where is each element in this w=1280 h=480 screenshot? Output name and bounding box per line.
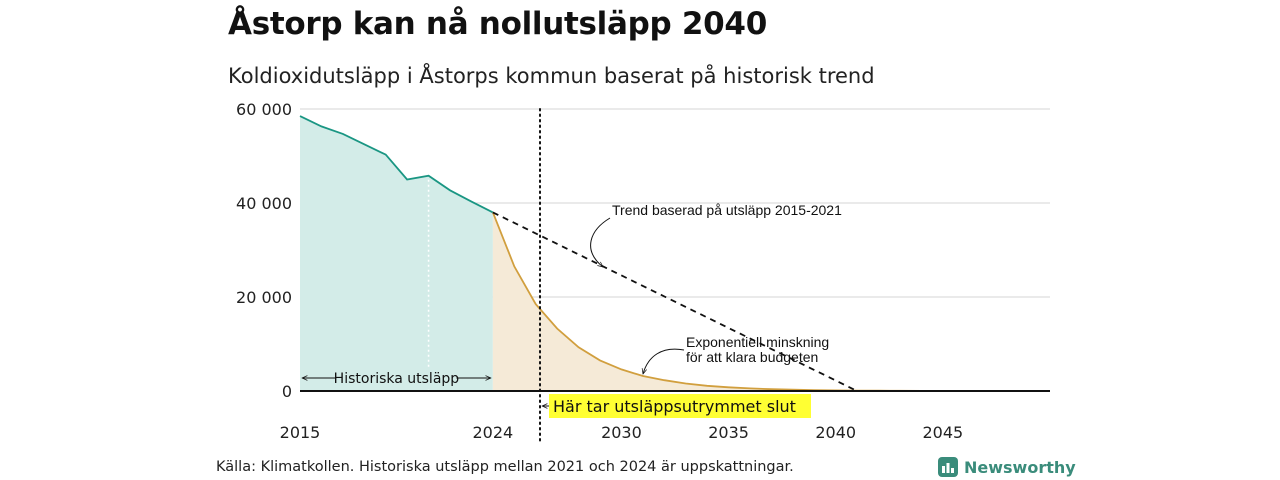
historical-label: Historiska utsläpp	[334, 371, 460, 387]
x-tick-label: 2030	[601, 423, 642, 442]
x-tick-label: 2045	[922, 423, 963, 442]
x-tick-label: 2024	[472, 423, 513, 442]
exponential-label-line1: Exponentiell minskning	[686, 334, 829, 350]
chart-title: Åstorp kan nå nollutsläpp 2040	[228, 6, 767, 42]
source-note: Källa: Klimatkollen. Historiska utsläpp …	[216, 459, 794, 475]
brand-name: Newsworthy	[964, 457, 1076, 477]
annotations: Historiska utsläpp Här tar utsläppsutrym…	[302, 202, 842, 418]
y-tick-label: 20 000	[236, 288, 292, 307]
y-tick-label: 60 000	[236, 100, 292, 119]
budget-end-label: Här tar utsläppsutrymmet slut	[553, 397, 796, 416]
newsworthy-icon	[938, 457, 958, 477]
budget-area	[492, 212, 1050, 391]
trend-label: Trend baserad på utsläpp 2015-2021	[612, 202, 842, 218]
area-fills	[300, 116, 1050, 391]
x-tick-label: 2040	[815, 423, 856, 442]
axes: 0 20 000 40 000 60 000 2015 2024 2030 2035 2040 2…	[236, 100, 1050, 444]
y-tick-label: 0	[282, 382, 292, 401]
x-tick-label: 2035	[708, 423, 749, 442]
exponential-pointer-arrow	[643, 348, 685, 374]
brand-logo: Newsworthy	[938, 457, 1076, 477]
historical-line	[299, 115, 494, 214]
y-tick-label: 40 000	[236, 194, 292, 213]
trend-pointer-arrow	[590, 217, 611, 267]
exponential-label-line2: för att klara budgeten	[686, 349, 818, 365]
chart-subtitle: Koldioxidutsläpp i Åstorps kommun basera…	[228, 64, 875, 88]
historical-label-background	[336, 368, 457, 388]
budget-end-highlight	[549, 394, 811, 418]
x-tick-label: 2015	[280, 423, 321, 442]
historical-area	[300, 116, 493, 391]
trend-line	[492, 211, 858, 392]
